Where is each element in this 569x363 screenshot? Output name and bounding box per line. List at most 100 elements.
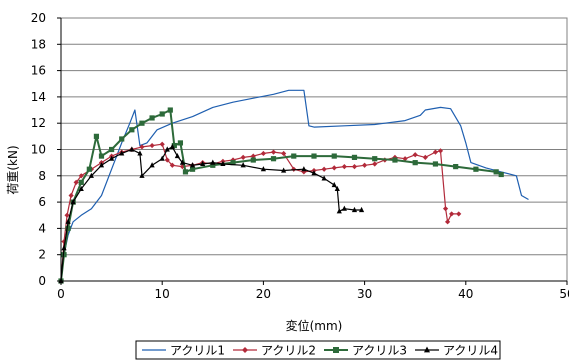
data-point — [453, 163, 459, 170]
data-point — [64, 212, 70, 218]
data-point — [137, 150, 143, 156]
data-point — [260, 166, 266, 172]
data-point — [78, 185, 84, 192]
x-ticks: 0 10 20 30 40 50 — [57, 281, 569, 301]
y-tick-label: 12 — [31, 116, 46, 130]
data-point — [177, 140, 184, 146]
data-point — [498, 171, 504, 178]
data-point — [351, 206, 358, 213]
x-tick-label: 50 — [559, 287, 569, 301]
data-point — [210, 162, 216, 168]
data-point — [372, 156, 378, 162]
data-point — [334, 185, 340, 192]
data-point — [311, 153, 317, 159]
x-tick-label: 10 — [155, 287, 170, 301]
data-point — [65, 225, 71, 231]
y-tick-label: 4 — [38, 221, 46, 235]
series-2 — [58, 141, 462, 284]
data-point — [78, 179, 84, 185]
series-line — [60, 109, 502, 282]
data-point — [270, 156, 277, 162]
y-axis-label: 荷重(kN) — [6, 145, 20, 194]
data-point — [139, 144, 145, 150]
legend-label: アクリル4 — [443, 344, 498, 358]
legend-label: アクリル3 — [352, 344, 407, 358]
data-point — [179, 159, 186, 165]
data-point — [392, 154, 398, 160]
data-point — [149, 142, 155, 149]
data-point — [341, 163, 347, 170]
y-tick-label: 10 — [31, 143, 46, 157]
data-point — [351, 154, 358, 160]
data-point — [169, 143, 175, 149]
legend-item-4: アクリル4 — [415, 344, 498, 358]
data-point — [139, 120, 145, 126]
data-point — [88, 172, 94, 178]
x-tick-label: 40 — [458, 287, 473, 301]
data-point — [301, 166, 307, 172]
data-point — [260, 150, 266, 157]
data-point — [210, 159, 216, 165]
series-line — [60, 89, 529, 282]
legend-label: アクリル1 — [170, 344, 225, 358]
legend: アクリル1 アクリル2 アクリル3 アクリル4 — [135, 340, 501, 360]
data-point — [98, 162, 105, 168]
y-tick-label: 16 — [31, 64, 46, 78]
legend-item-3: アクリル3 — [324, 344, 407, 358]
data-point — [321, 175, 327, 181]
x-tick-label: 20 — [256, 287, 271, 301]
y-tick-label: 18 — [31, 37, 46, 51]
data-point — [442, 206, 449, 212]
series-1 — [60, 89, 529, 282]
data-point — [412, 152, 418, 158]
data-point — [61, 252, 67, 258]
data-point — [149, 162, 155, 168]
data-point — [129, 146, 135, 152]
data-point — [98, 153, 105, 159]
y-tick-label: 6 — [38, 195, 46, 209]
data-point — [412, 160, 418, 166]
data-point — [78, 173, 84, 179]
data-point — [164, 146, 170, 152]
data-point — [73, 179, 79, 185]
y-tick-label: 14 — [31, 90, 46, 104]
y-tick-label: 20 — [31, 11, 46, 25]
data-point — [61, 245, 67, 251]
data-point — [119, 150, 125, 156]
y-tick-label: 2 — [38, 248, 46, 262]
series-4 — [58, 143, 365, 284]
data-point — [119, 136, 125, 142]
data-point — [422, 154, 428, 160]
data-point — [164, 157, 170, 163]
data-point — [281, 150, 287, 157]
legend-label: アクリル2 — [261, 344, 316, 358]
data-point — [189, 162, 196, 168]
data-point — [129, 127, 135, 133]
data-point — [250, 153, 256, 159]
data-point — [331, 181, 337, 188]
data-point — [93, 133, 100, 139]
data-point — [68, 192, 74, 199]
data-point — [449, 211, 455, 217]
data-point — [200, 160, 206, 167]
legend-item-2: アクリル2 — [233, 344, 316, 358]
data-point — [432, 161, 439, 167]
data-point — [169, 162, 175, 168]
x-tick-label: 30 — [357, 287, 372, 301]
data-point — [242, 347, 248, 353]
gridlines — [61, 17, 567, 256]
data-point — [182, 169, 189, 175]
data-point — [159, 141, 165, 147]
data-point — [189, 166, 196, 172]
data-point — [171, 142, 177, 149]
data-point — [331, 165, 337, 171]
data-point — [402, 156, 408, 162]
data-point — [336, 208, 342, 214]
data-point — [321, 166, 327, 172]
y-tick-label: 0 — [38, 274, 46, 288]
data-point — [291, 153, 297, 159]
data-point — [351, 163, 358, 170]
data-point — [311, 170, 317, 176]
data-point — [86, 166, 92, 172]
